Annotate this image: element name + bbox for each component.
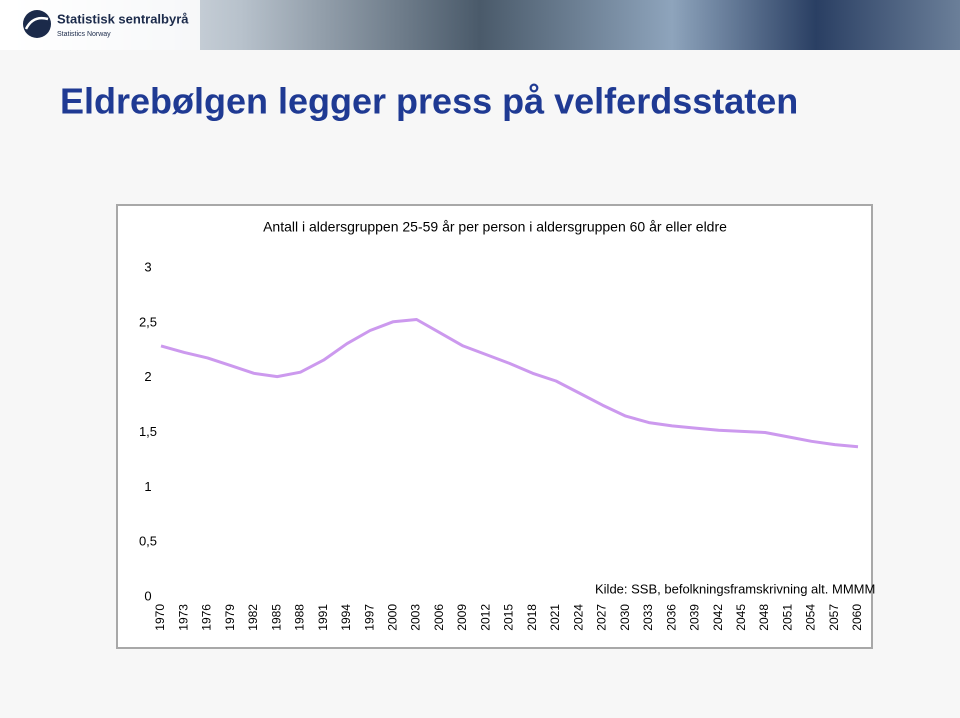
- y-tick-label: 1,5: [139, 424, 157, 439]
- y-tick-label: 2,5: [139, 314, 157, 329]
- x-tick-label: 2054: [804, 604, 818, 631]
- x-tick-label: 2060: [850, 604, 864, 631]
- slide-title: Eldrebølgen legger press på velferdsstat…: [60, 81, 798, 122]
- x-tick-label: 1997: [362, 604, 376, 631]
- logo-name: Statistisk sentralbyrå: [57, 11, 189, 26]
- x-tick-label: 2000: [386, 604, 400, 631]
- x-tick-label: 2057: [827, 604, 841, 631]
- x-tick-label: 1994: [339, 604, 353, 631]
- x-tick-label: 2051: [780, 604, 794, 631]
- x-tick-label: 2048: [757, 604, 771, 631]
- x-tick-label: 1988: [293, 604, 307, 631]
- source-note: Kilde: SSB, befolkningsframskrivning alt…: [595, 581, 875, 596]
- x-tick-label: 1976: [200, 604, 214, 631]
- x-tick-label: 2021: [548, 604, 562, 631]
- y-tick-label: 2: [144, 369, 151, 384]
- logo-mark: [23, 10, 51, 38]
- x-tick-label: 2012: [478, 604, 492, 631]
- chart-panel: [116, 204, 873, 649]
- y-tick-label: 0,5: [139, 534, 157, 549]
- x-tick-label: 1973: [176, 604, 190, 631]
- data-line: [160, 318, 859, 449]
- logo-swoosh: [24, 16, 49, 30]
- x-tick-label: 1985: [269, 604, 283, 631]
- x-tick-label: 1991: [316, 604, 330, 631]
- x-tick-label: 2027: [595, 604, 609, 631]
- x-tick-label: 1982: [246, 604, 260, 631]
- x-tick-label: 2018: [525, 604, 539, 631]
- y-tick-label: 0: [144, 588, 151, 603]
- logo-subtitle: Statistics Norway: [57, 31, 111, 38]
- x-tick-label: 2036: [664, 604, 678, 631]
- y-tick-label: 3: [144, 259, 151, 274]
- y-tick-label: 1: [144, 479, 151, 494]
- x-tick-label: 1979: [223, 604, 237, 631]
- x-tick-label: 2030: [618, 604, 632, 631]
- x-tick-label: 2015: [502, 604, 516, 631]
- chart-title: Antall i aldersgruppen 25-59 år per pers…: [263, 219, 727, 235]
- x-tick-label: 2042: [711, 604, 725, 631]
- x-tick-label: 2009: [455, 604, 469, 631]
- x-tick-label: 2045: [734, 604, 748, 631]
- x-tick-label: 1970: [153, 604, 167, 631]
- x-tick-label: 2003: [409, 604, 423, 631]
- x-tick-label: 2006: [432, 604, 446, 631]
- x-tick-label: 2024: [571, 604, 585, 631]
- x-tick-label: 2033: [641, 604, 655, 631]
- x-tick-label: 2039: [688, 604, 702, 631]
